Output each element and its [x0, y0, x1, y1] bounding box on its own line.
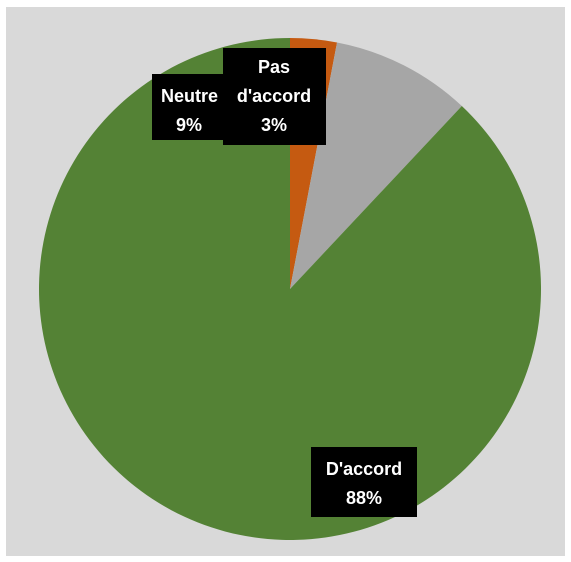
label-pas-daccord-line2: d'accord — [237, 86, 311, 106]
label-box-pas-daccord — [223, 48, 326, 145]
label-box-daccord — [311, 447, 417, 517]
data-label-neutre: Neutre 9% — [152, 74, 234, 140]
label-daccord-value: 88% — [346, 488, 382, 508]
pie-chart: Neutre 9% Pas d'accord 3% D'accord 88% — [38, 38, 541, 541]
label-pas-daccord-value: 3% — [261, 115, 287, 135]
data-label-daccord: D'accord 88% — [311, 447, 417, 517]
label-daccord-name: D'accord — [326, 459, 402, 479]
chart-area: Neutre 9% Pas d'accord 3% D'accord 88% — [6, 7, 565, 556]
label-box-neutre — [152, 74, 234, 140]
slice-daccord — [38, 38, 541, 541]
label-neutre-value: 9% — [176, 115, 202, 135]
slice-neutre — [290, 42, 462, 290]
label-pas-daccord-line1: Pas — [258, 57, 290, 77]
label-neutre-name: Neutre — [161, 86, 218, 106]
data-label-pas-daccord: Pas d'accord 3% — [223, 48, 326, 145]
pie-slices — [38, 38, 541, 541]
